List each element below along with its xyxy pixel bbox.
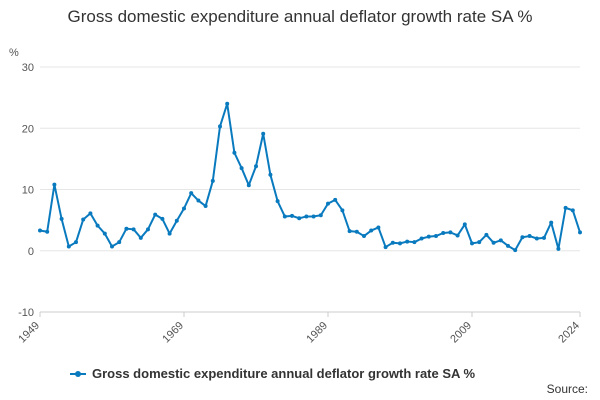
data-point[interactable]: [383, 245, 388, 250]
data-point[interactable]: [390, 240, 395, 245]
data-point[interactable]: [102, 231, 107, 236]
data-point[interactable]: [462, 222, 467, 227]
data-point[interactable]: [347, 229, 352, 234]
data-point[interactable]: [282, 214, 287, 219]
data-point[interactable]: [52, 182, 57, 187]
series-line: [39, 102, 581, 252]
data-point[interactable]: [254, 164, 258, 169]
data-point[interactable]: [88, 211, 93, 216]
data-point[interactable]: [311, 214, 316, 219]
data-point[interactable]: [412, 240, 417, 245]
data-point[interactable]: [246, 183, 251, 188]
x-tick-label: 1989: [304, 320, 330, 346]
grid-lines: [40, 66, 580, 313]
data-point[interactable]: [167, 231, 172, 236]
legend-label: Gross domestic expenditure annual deflat…: [92, 366, 476, 381]
data-point[interactable]: [153, 212, 158, 217]
data-point[interactable]: [426, 234, 431, 239]
data-point[interactable]: [95, 223, 100, 228]
data-point[interactable]: [74, 240, 78, 245]
source-label: Source:: [546, 382, 588, 396]
data-point[interactable]: [45, 229, 50, 234]
y-tick-label: 20: [22, 123, 34, 135]
data-point[interactable]: [304, 214, 309, 219]
data-point[interactable]: [232, 150, 237, 155]
data-point[interactable]: [160, 216, 165, 221]
data-point[interactable]: [297, 216, 302, 221]
legend[interactable]: Gross domestic expenditure annual deflat…: [70, 366, 475, 381]
data-point[interactable]: [290, 213, 294, 218]
data-point[interactable]: [470, 241, 474, 246]
data-point[interactable]: [369, 228, 374, 233]
data-point[interactable]: [117, 240, 122, 245]
data-point[interactable]: [81, 217, 86, 222]
data-point[interactable]: [66, 244, 71, 249]
data-point[interactable]: [498, 238, 503, 243]
data-point[interactable]: [491, 240, 496, 245]
data-point[interactable]: [570, 208, 575, 213]
data-point[interactable]: [340, 208, 345, 213]
data-point[interactable]: [556, 246, 561, 251]
data-point[interactable]: [520, 235, 525, 240]
data-point[interactable]: [506, 243, 510, 248]
y-tick-label: 10: [22, 185, 34, 197]
x-tick-label: 1969: [160, 320, 186, 346]
y-tick-label: 0: [28, 246, 34, 258]
data-point[interactable]: [239, 166, 244, 171]
data-point[interactable]: [578, 230, 582, 235]
data-point[interactable]: [354, 229, 359, 234]
data-point[interactable]: [210, 178, 215, 183]
data-point[interactable]: [182, 206, 186, 211]
x-tick-label: 1949: [16, 320, 42, 346]
data-point[interactable]: [484, 232, 489, 237]
data-point[interactable]: [131, 227, 136, 232]
data-point[interactable]: [124, 226, 129, 231]
data-point[interactable]: [189, 191, 194, 196]
data-point[interactable]: [455, 233, 460, 238]
data-point[interactable]: [398, 241, 402, 246]
axes: -10 0 10 20 30% 1949 1969 1989 2009 2024: [9, 47, 582, 345]
y-tick-label: 30: [22, 62, 34, 74]
data-point[interactable]: [174, 218, 179, 223]
data-point[interactable]: [138, 235, 143, 240]
data-point[interactable]: [405, 239, 410, 244]
legend-swatch-icon: [70, 369, 86, 379]
data-point[interactable]: [362, 234, 366, 239]
data-point[interactable]: [196, 198, 201, 203]
data-point[interactable]: [110, 244, 114, 249]
data-point[interactable]: [146, 227, 150, 232]
data-point[interactable]: [419, 236, 424, 241]
data-point[interactable]: [218, 124, 222, 129]
x-tick-label: 2009: [448, 320, 474, 346]
data-point[interactable]: [549, 220, 554, 225]
data-point[interactable]: [513, 248, 518, 253]
series-layer: [38, 101, 582, 253]
data-point[interactable]: [563, 205, 568, 210]
data-point[interactable]: [203, 204, 208, 209]
chart-title: Gross domestic expenditure annual deflat…: [67, 7, 533, 26]
data-point[interactable]: [38, 228, 42, 233]
data-point[interactable]: [376, 225, 381, 230]
data-point[interactable]: [261, 131, 266, 136]
data-point[interactable]: [326, 201, 330, 206]
data-point[interactable]: [441, 230, 446, 235]
data-point[interactable]: [477, 240, 482, 245]
y-tick-label: -10: [18, 307, 34, 319]
data-point[interactable]: [527, 234, 532, 239]
data-point[interactable]: [448, 230, 453, 235]
data-point[interactable]: [59, 216, 64, 221]
data-point[interactable]: [542, 235, 546, 240]
data-point[interactable]: [268, 172, 273, 177]
x-tick-label: 2024: [556, 320, 582, 346]
data-point[interactable]: [225, 101, 230, 106]
data-point[interactable]: [534, 236, 539, 241]
y-axis-label: %: [9, 47, 19, 59]
data-point[interactable]: [333, 197, 338, 202]
data-point[interactable]: [318, 213, 323, 218]
data-point[interactable]: [434, 234, 438, 239]
data-point[interactable]: [275, 199, 280, 204]
